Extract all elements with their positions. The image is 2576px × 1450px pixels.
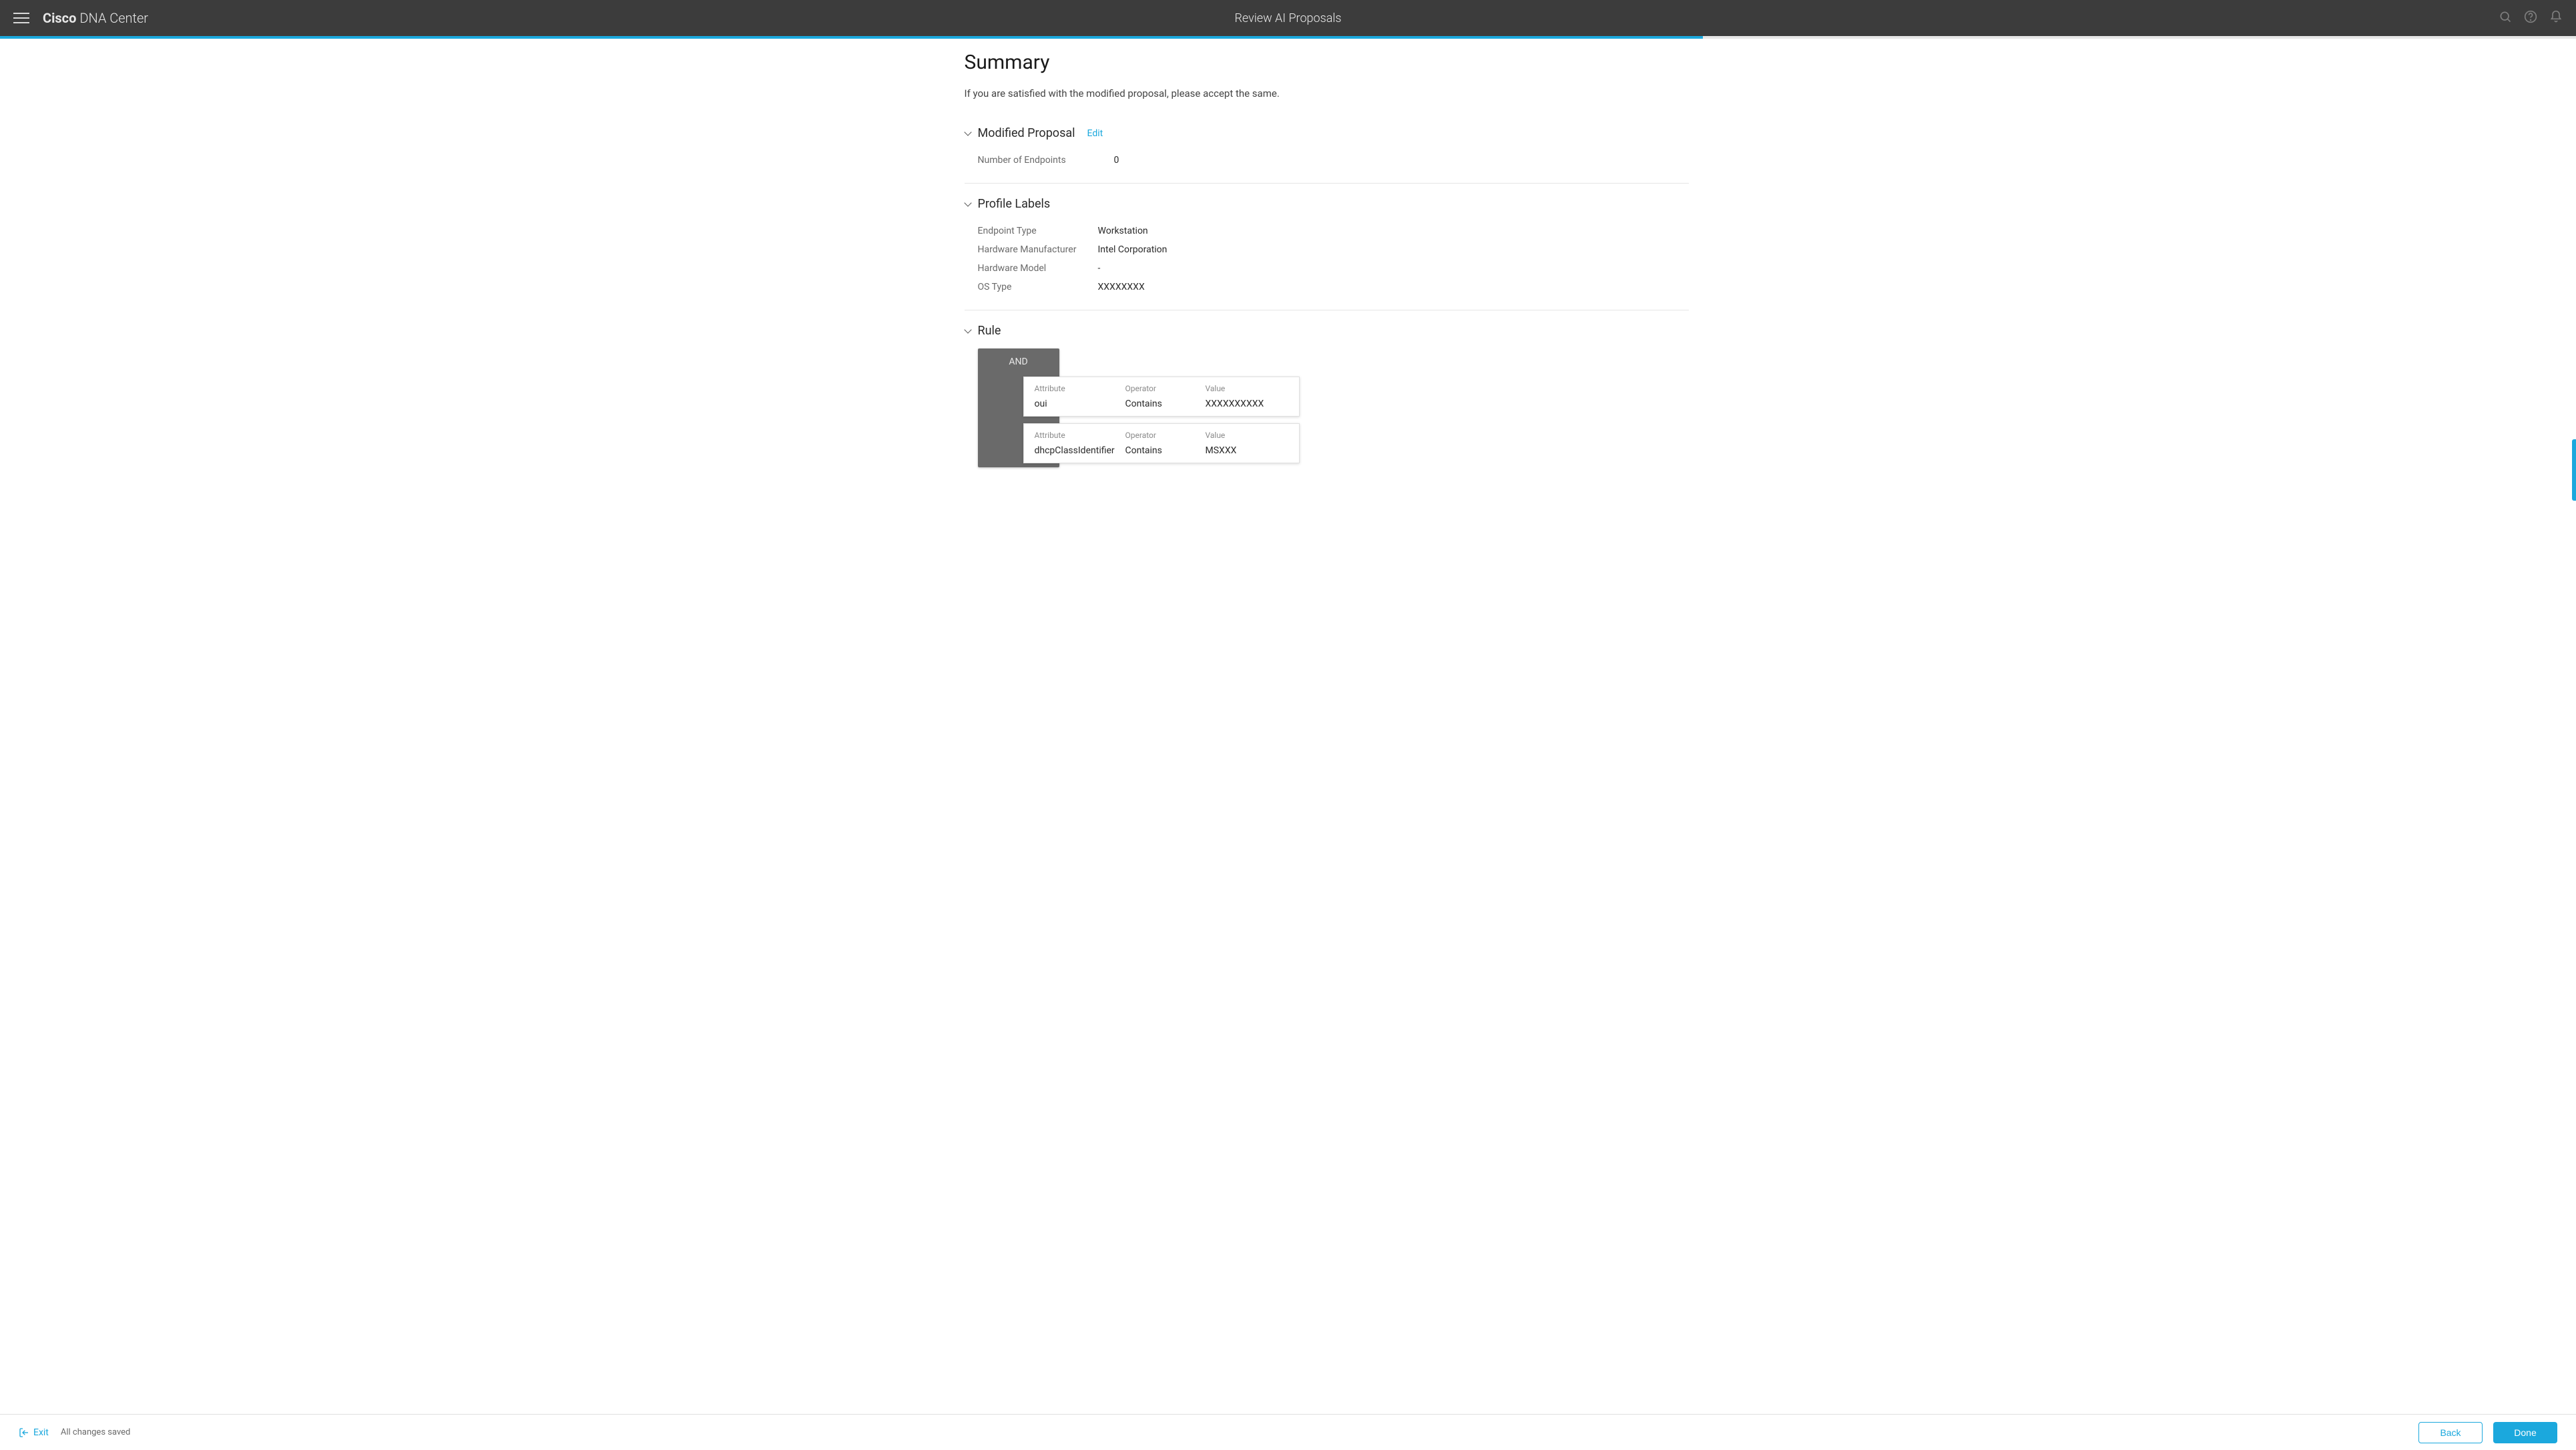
page-header-title: Review AI Proposals xyxy=(1234,11,1341,25)
section-title-profile: Profile Labels xyxy=(978,197,1051,211)
kv-row: OS Type XXXXXXXX xyxy=(965,278,1689,296)
exit-button[interactable]: Exit xyxy=(19,1427,49,1438)
page-title: Summary xyxy=(965,51,1689,74)
kv-row: Endpoint Type Workstation xyxy=(965,222,1689,240)
cond-op: Contains xyxy=(1125,399,1206,409)
brand-bold: Cisco xyxy=(43,10,76,26)
section-modified-proposal: Modified Proposal Edit Number of Endpoin… xyxy=(965,126,1689,184)
kv-value: 0 xyxy=(1114,155,1119,166)
scrollbar-accent xyxy=(2572,439,2576,501)
section-title-rule: Rule xyxy=(978,324,1001,338)
kv-label: Hardware Model xyxy=(978,263,1098,274)
chevron-down-icon xyxy=(965,130,971,137)
kv-value: - xyxy=(1098,263,1101,274)
kv-label: OS Type xyxy=(978,282,1098,292)
back-button[interactable]: Back xyxy=(2418,1422,2483,1443)
kv-label: Endpoint Type xyxy=(978,226,1098,236)
done-button[interactable]: Done xyxy=(2493,1422,2557,1443)
kv-value: Intel Corporation xyxy=(1098,244,1168,255)
kv-row-endpoints: Number of Endpoints 0 xyxy=(965,151,1689,170)
brand-light: DNA Center xyxy=(79,10,148,26)
section-header-rule[interactable]: Rule xyxy=(965,324,1689,338)
hamburger-menu-icon[interactable] xyxy=(13,10,29,26)
cond-col-attr-label: Attribute xyxy=(1035,431,1125,440)
page-subtitle: If you are satisfied with the modified p… xyxy=(965,87,1689,99)
topbar-icon-group xyxy=(2499,10,2563,26)
footer-bar: Exit All changes saved Back Done xyxy=(0,1414,2576,1450)
kv-value: XXXXXXXX xyxy=(1098,282,1145,292)
cond-op: Contains xyxy=(1125,445,1206,456)
chevron-down-icon xyxy=(965,328,971,334)
rule-operator-label: AND xyxy=(978,348,1059,375)
cond-attr: dhcpClassIdentifier xyxy=(1035,445,1125,456)
cond-value: MSXXX xyxy=(1206,445,1288,456)
rule-builder: AND Attribute oui Operator Contains xyxy=(965,348,1689,463)
chevron-down-icon xyxy=(965,201,971,208)
exit-label: Exit xyxy=(33,1427,49,1438)
top-header: Cisco DNA Center Review AI Proposals xyxy=(0,0,2576,36)
main-scroll-area: Summary If you are satisfied with the mo… xyxy=(0,39,2576,1414)
save-status-text: All changes saved xyxy=(61,1427,131,1437)
main-content: Summary If you are satisfied with the mo… xyxy=(861,39,1716,550)
kv-row: Hardware Manufacturer Intel Corporation xyxy=(965,240,1689,259)
section-rule: Rule AND Attribute oui Operator xyxy=(965,324,1689,483)
cond-col-val-label: Value xyxy=(1206,431,1288,440)
cond-col-val-label: Value xyxy=(1206,384,1288,393)
footer-actions: Back Done xyxy=(2418,1422,2557,1443)
help-icon[interactable] xyxy=(2524,10,2537,26)
kv-value: Workstation xyxy=(1098,226,1148,236)
section-profile-labels: Profile Labels Endpoint Type Workstation… xyxy=(965,197,1689,310)
cond-value: XXXXXXXXXX xyxy=(1206,399,1288,409)
cond-col-op-label: Operator xyxy=(1125,431,1206,440)
bell-icon[interactable] xyxy=(2549,10,2563,26)
section-header-profile[interactable]: Profile Labels xyxy=(965,197,1689,211)
cond-attr: oui xyxy=(1035,399,1125,409)
edit-link[interactable]: Edit xyxy=(1087,128,1103,139)
section-title-modified: Modified Proposal xyxy=(978,126,1075,140)
rule-condition-card: Attribute oui Operator Contains Value XX… xyxy=(1023,377,1300,417)
section-header-modified[interactable]: Modified Proposal Edit xyxy=(965,126,1689,140)
exit-icon xyxy=(19,1427,29,1438)
kv-label: Hardware Manufacturer xyxy=(978,244,1098,255)
search-icon[interactable] xyxy=(2499,10,2512,26)
brand-logo: Cisco DNA Center xyxy=(43,10,148,26)
rule-conditions: Attribute oui Operator Contains Value XX… xyxy=(1023,348,1689,463)
rule-condition-card: Attribute dhcpClassIdentifier Operator C… xyxy=(1023,423,1300,463)
kv-row: Hardware Model - xyxy=(965,259,1689,278)
kv-label: Number of Endpoints xyxy=(978,155,1098,166)
cond-col-attr-label: Attribute xyxy=(1035,384,1125,393)
cond-col-op-label: Operator xyxy=(1125,384,1206,393)
